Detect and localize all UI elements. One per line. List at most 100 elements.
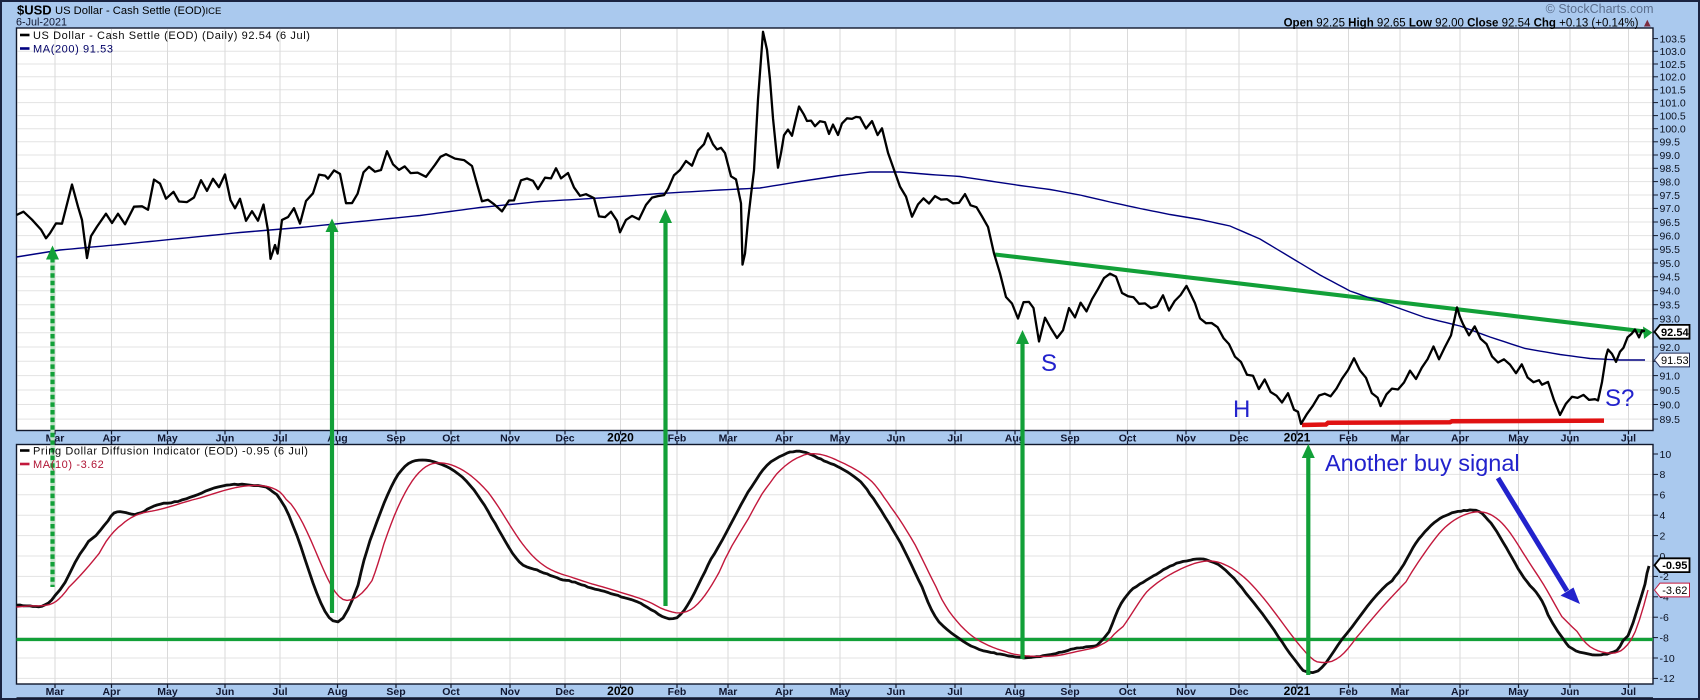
svg-text:Oct: Oct bbox=[442, 433, 460, 445]
svg-text:S: S bbox=[1041, 350, 1057, 377]
svg-text:© StockCharts.com: © StockCharts.com bbox=[1546, 2, 1654, 16]
svg-text:Jun: Jun bbox=[216, 433, 235, 445]
svg-text:Jul: Jul bbox=[1621, 433, 1636, 445]
svg-text:Sep: Sep bbox=[386, 433, 405, 445]
svg-text:Dec: Dec bbox=[1229, 433, 1248, 445]
svg-text:Jul: Jul bbox=[1621, 686, 1636, 698]
svg-text:S?: S? bbox=[1605, 385, 1634, 412]
svg-text:Feb: Feb bbox=[668, 433, 687, 445]
svg-text:Apr: Apr bbox=[102, 433, 120, 445]
svg-text:May: May bbox=[1508, 686, 1529, 698]
svg-text:Jul: Jul bbox=[947, 686, 962, 698]
svg-text:Oct: Oct bbox=[442, 686, 460, 698]
svg-text:Jun: Jun bbox=[887, 686, 906, 698]
svg-text:Aug: Aug bbox=[327, 686, 347, 698]
svg-text:-10: -10 bbox=[1660, 653, 1675, 665]
svg-text:93.0: 93.0 bbox=[1660, 314, 1681, 326]
svg-text:Dec: Dec bbox=[555, 433, 574, 445]
svg-text:-2: -2 bbox=[1660, 571, 1669, 583]
svg-text:Oct: Oct bbox=[1119, 686, 1137, 698]
svg-text:96.0: 96.0 bbox=[1660, 230, 1681, 242]
svg-text:Mar: Mar bbox=[1391, 686, 1410, 698]
svg-text:Feb: Feb bbox=[1339, 686, 1358, 698]
svg-text:Oct: Oct bbox=[1119, 433, 1137, 445]
svg-text:-0.95: -0.95 bbox=[1662, 560, 1687, 572]
svg-text:103.0: 103.0 bbox=[1660, 46, 1686, 58]
svg-text:100.0: 100.0 bbox=[1660, 124, 1686, 136]
svg-text:2021: 2021 bbox=[1284, 431, 1311, 445]
svg-text:MA(200) 91.53: MA(200) 91.53 bbox=[33, 44, 114, 56]
svg-text:101.0: 101.0 bbox=[1660, 97, 1686, 109]
svg-text:99.5: 99.5 bbox=[1660, 137, 1681, 149]
svg-text:91.53: 91.53 bbox=[1661, 355, 1689, 367]
svg-text:-12: -12 bbox=[1660, 673, 1675, 685]
svg-text:6-Jul-2021: 6-Jul-2021 bbox=[16, 17, 67, 29]
svg-text:Jun: Jun bbox=[216, 686, 235, 698]
svg-text:95.0: 95.0 bbox=[1660, 258, 1681, 270]
svg-text:4: 4 bbox=[1660, 510, 1666, 522]
svg-text:91.0: 91.0 bbox=[1660, 370, 1681, 382]
svg-text:-6: -6 bbox=[1660, 612, 1669, 624]
svg-text:Apr: Apr bbox=[775, 686, 793, 698]
svg-text:-8: -8 bbox=[1660, 632, 1669, 644]
svg-text:Mar: Mar bbox=[46, 686, 65, 698]
svg-text:Nov: Nov bbox=[1176, 686, 1196, 698]
svg-text:95.5: 95.5 bbox=[1660, 244, 1681, 256]
svg-text:100.5: 100.5 bbox=[1660, 110, 1686, 122]
svg-text:May: May bbox=[830, 686, 851, 698]
svg-text:May: May bbox=[157, 433, 178, 445]
svg-text:Mar: Mar bbox=[719, 433, 738, 445]
svg-text:US Dollar - Cash Settle (EOD): US Dollar - Cash Settle (EOD) bbox=[55, 5, 206, 17]
svg-text:Jul: Jul bbox=[947, 433, 962, 445]
svg-text:98.0: 98.0 bbox=[1660, 176, 1681, 188]
svg-text:90.5: 90.5 bbox=[1660, 385, 1681, 397]
svg-text:90.0: 90.0 bbox=[1660, 399, 1681, 411]
svg-text:94.0: 94.0 bbox=[1660, 286, 1681, 298]
svg-text:Sep: Sep bbox=[386, 686, 405, 698]
svg-text:92.0: 92.0 bbox=[1660, 342, 1681, 354]
svg-text:0: 0 bbox=[1660, 551, 1666, 563]
svg-text:ICE: ICE bbox=[206, 6, 222, 17]
svg-text:Feb: Feb bbox=[668, 686, 687, 698]
svg-text:-3.62: -3.62 bbox=[1662, 585, 1687, 597]
svg-text:Mar: Mar bbox=[1391, 433, 1410, 445]
svg-text:Apr: Apr bbox=[1451, 686, 1469, 698]
svg-text:Aug: Aug bbox=[1005, 433, 1025, 445]
svg-text:96.5: 96.5 bbox=[1660, 217, 1681, 229]
svg-text:H: H bbox=[1233, 396, 1250, 423]
svg-text:89.5: 89.5 bbox=[1660, 414, 1681, 426]
svg-text:-4: -4 bbox=[1660, 592, 1669, 604]
svg-text:2: 2 bbox=[1660, 530, 1666, 542]
svg-text:2020: 2020 bbox=[607, 431, 634, 445]
svg-text:May: May bbox=[830, 433, 851, 445]
svg-text:Jun: Jun bbox=[1561, 433, 1580, 445]
svg-text:92.54: 92.54 bbox=[1661, 327, 1689, 339]
svg-text:Jun: Jun bbox=[1561, 686, 1580, 698]
svg-text:Nov: Nov bbox=[500, 433, 520, 445]
svg-text:Mar: Mar bbox=[719, 686, 738, 698]
svg-text:102.0: 102.0 bbox=[1660, 72, 1686, 84]
svg-text:Sep: Sep bbox=[1060, 686, 1079, 698]
svg-text:2020: 2020 bbox=[607, 684, 634, 698]
svg-text:103.5: 103.5 bbox=[1660, 33, 1686, 45]
svg-text:Apr: Apr bbox=[102, 686, 120, 698]
svg-text:Jul: Jul bbox=[272, 686, 287, 698]
svg-text:Pring Dollar Diffusion Indicat: Pring Dollar Diffusion Indicator (EOD) -… bbox=[33, 446, 309, 458]
svg-text:US Dollar - Cash Settle (EOD): US Dollar - Cash Settle (EOD) (Daily) 92… bbox=[33, 30, 311, 42]
svg-text:98.5: 98.5 bbox=[1660, 163, 1681, 175]
svg-text:97.0: 97.0 bbox=[1660, 203, 1681, 215]
svg-text:MA(10) -3.62: MA(10) -3.62 bbox=[33, 459, 104, 471]
svg-text:97.5: 97.5 bbox=[1660, 190, 1681, 202]
svg-text:Nov: Nov bbox=[500, 686, 520, 698]
svg-text:May: May bbox=[1508, 433, 1529, 445]
svg-text:6: 6 bbox=[1660, 490, 1666, 502]
svg-text:2021: 2021 bbox=[1284, 684, 1311, 698]
svg-text:Nov: Nov bbox=[1176, 433, 1196, 445]
svg-text:93.5: 93.5 bbox=[1660, 300, 1681, 312]
svg-text:$USD: $USD bbox=[17, 3, 52, 18]
svg-text:Jun: Jun bbox=[887, 433, 906, 445]
svg-text:Mar: Mar bbox=[46, 433, 65, 445]
svg-text:102.5: 102.5 bbox=[1660, 59, 1686, 71]
svg-text:Feb: Feb bbox=[1339, 433, 1358, 445]
svg-text:Open 92.25 High 92.65 Low 92.0: Open 92.25 High 92.65 Low 92.00 Close 92… bbox=[1284, 18, 1653, 30]
